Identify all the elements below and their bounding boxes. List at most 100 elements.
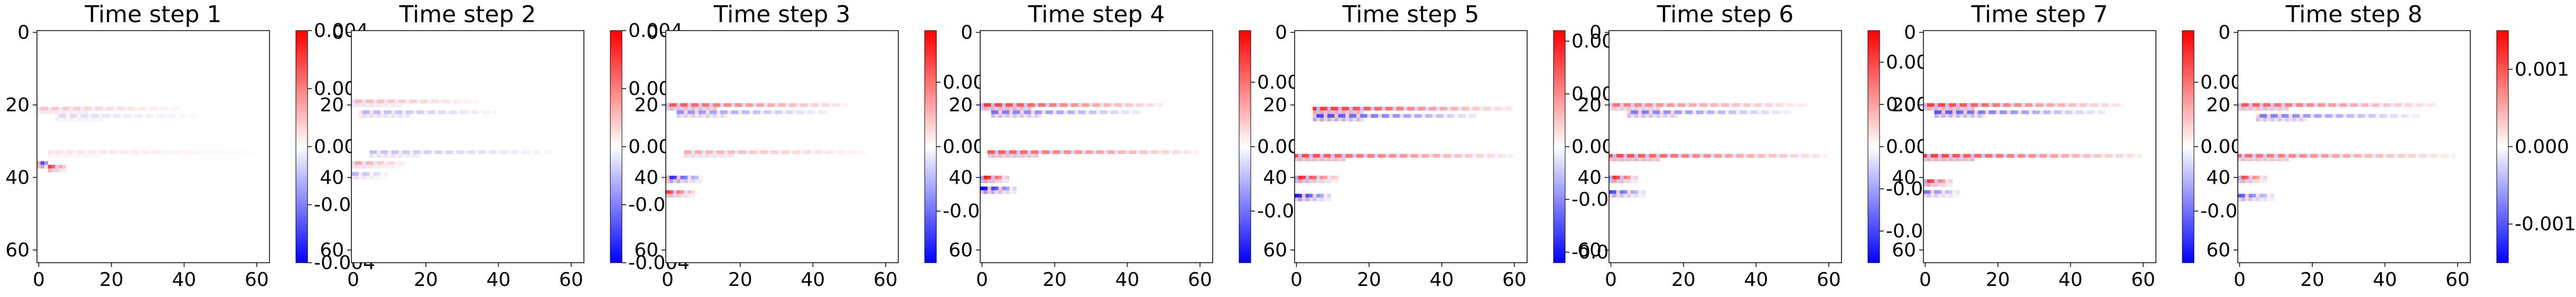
heatmap-cell — [796, 110, 801, 114]
heatmap-cell — [2281, 107, 2285, 111]
heatmap-cell — [366, 110, 370, 114]
heatmap-cell — [1103, 150, 1108, 155]
heatmap-cell — [789, 103, 793, 107]
heatmap-cell — [142, 150, 146, 155]
heatmap-cell — [2011, 154, 2015, 158]
heatmap-cell — [1776, 103, 1780, 107]
heatmap-cell — [695, 114, 699, 118]
heatmap-cell — [358, 161, 362, 165]
heatmap-cell — [1324, 157, 1328, 161]
heatmap-cell — [709, 110, 713, 114]
heatmap-feature — [1934, 110, 2106, 118]
y-tick-label: 0 — [2218, 22, 2230, 43]
heatmap-cell — [373, 103, 377, 107]
heatmap-cell — [1769, 110, 1773, 114]
heatmap-cell — [1959, 157, 1964, 161]
colorbar — [295, 30, 308, 263]
heatmap-cell — [1096, 150, 1101, 155]
heatmap-cell — [135, 150, 139, 155]
heatmap-cell — [59, 165, 63, 169]
heatmap-cell — [233, 150, 237, 155]
heatmap-cell — [1930, 179, 1935, 184]
heatmap-cell — [1616, 176, 1620, 180]
heatmap-cell — [2238, 176, 2242, 180]
heatmap-cell — [185, 150, 190, 155]
heatmap-feature — [684, 150, 866, 158]
heatmap-cell — [146, 114, 150, 118]
heatmap-cell — [800, 110, 804, 114]
heatmap-cell — [416, 110, 421, 114]
heatmap-cell — [1429, 154, 1433, 158]
heatmap-cell — [720, 103, 724, 107]
heatmap-cell — [807, 150, 812, 155]
heatmap-cell — [2419, 103, 2423, 107]
heatmap-cell — [1949, 110, 1953, 114]
heatmap-cell — [2259, 197, 2264, 202]
heatmap-cell — [731, 103, 735, 107]
heatmap-cell — [1180, 150, 1184, 155]
heatmap-cell — [182, 150, 187, 155]
heatmap-cell — [1790, 103, 1794, 107]
heatmap-cell — [807, 103, 812, 107]
heatmap-cell — [1305, 154, 1309, 158]
heatmap-cell — [449, 99, 453, 103]
heatmap-cell — [1685, 103, 1689, 107]
heatmap-cell — [2426, 103, 2431, 107]
heatmap-feature — [351, 99, 479, 107]
heatmap-cell — [1089, 110, 1093, 114]
heatmap-cell — [1714, 103, 1718, 107]
heatmap-cell — [987, 179, 991, 184]
heatmap-cell — [1012, 110, 1017, 114]
heatmap-cell — [362, 165, 366, 169]
heatmap-cell — [1100, 103, 1104, 107]
heatmap-cell — [37, 165, 41, 169]
heatmap-cell — [402, 114, 406, 118]
heatmap-cell — [471, 99, 476, 103]
heatmap-cell — [2025, 110, 2029, 114]
heatmap-cell — [1367, 114, 1371, 118]
heatmap-cell — [1930, 107, 1935, 111]
heatmap-cell — [1400, 154, 1404, 158]
y-tick-label: 20 — [1263, 94, 1287, 116]
heatmap-feature — [1609, 190, 1646, 198]
heatmap-cell — [373, 114, 377, 118]
heatmap-cell — [1480, 107, 1484, 111]
heatmap-cell — [150, 150, 154, 155]
heatmap-cell — [1923, 157, 1928, 161]
heatmap-cell — [449, 150, 453, 155]
x-tick-label: 20 — [2300, 269, 2324, 291]
heatmap-cell — [62, 110, 67, 114]
heatmap-cell — [88, 150, 92, 155]
heatmap-cell — [1385, 154, 1390, 158]
heatmap-cell — [991, 186, 995, 190]
heatmap-cell — [1959, 110, 1964, 114]
heatmap-cell — [55, 168, 59, 173]
heatmap-cell — [767, 103, 771, 107]
heatmap-cell — [684, 194, 688, 198]
heatmap-cell — [680, 179, 684, 184]
heatmap-cell — [69, 114, 74, 118]
heatmap-cell — [796, 103, 801, 107]
heatmap-panel-2: Time step 20 20 40 600204060-0.004-0.0020.0… — [320, 1, 690, 291]
heatmap-cell — [2267, 107, 2271, 111]
y-tick-label: 60 — [1263, 239, 1287, 261]
heatmap-cell — [1353, 114, 1357, 118]
heatmap-cell — [1140, 110, 1144, 114]
heatmap-cell — [1071, 150, 1075, 155]
heatmap-cell — [1627, 107, 1631, 111]
heatmap-cell — [691, 190, 695, 194]
heatmap-cell — [1002, 186, 1006, 190]
heatmap-cell — [684, 190, 688, 194]
plot-frame — [36, 30, 270, 263]
heatmap-cell — [1012, 190, 1017, 194]
heatmap-background — [666, 31, 898, 263]
heatmap-cell — [2079, 103, 2084, 107]
heatmap-cell — [1641, 157, 1646, 161]
heatmap-cell — [1660, 114, 1664, 118]
heatmap-cell — [445, 99, 450, 103]
heatmap-cell — [1930, 157, 1935, 161]
heatmap-cell — [2383, 114, 2387, 118]
heatmap-cell — [2069, 110, 2073, 114]
heatmap-cell — [1342, 118, 1346, 122]
heatmap-cell — [2336, 154, 2340, 158]
